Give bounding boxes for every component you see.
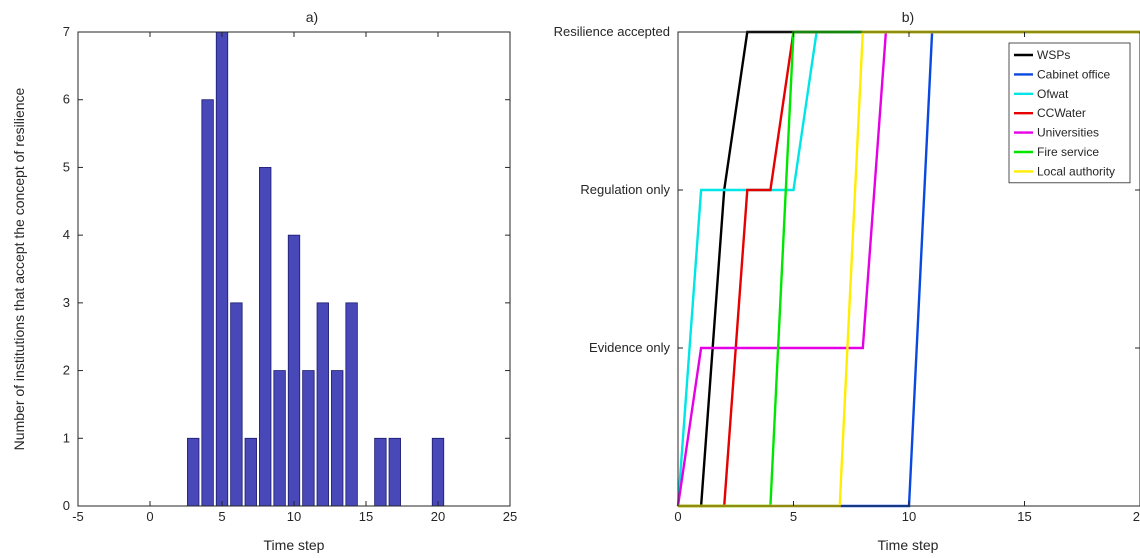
y-tick-label: Evidence only xyxy=(589,340,670,355)
chart-a-x-label: Time step xyxy=(264,537,325,553)
chart-b-title: b) xyxy=(902,9,914,25)
legend-label-universities: Universities xyxy=(1037,126,1099,140)
x-tick-label: 0 xyxy=(674,509,681,524)
legend-label-wsps: WSPs xyxy=(1037,48,1070,62)
legend-label-cabinet-office: Cabinet office xyxy=(1037,67,1110,81)
y-tick-label: 6 xyxy=(63,92,70,107)
chart-b-legend: WSPs Cabinet office Ofwat CCWater Universiti… xyxy=(1008,42,1131,184)
x-tick-label: -5 xyxy=(72,509,84,524)
y-tick-label: 1 xyxy=(63,430,70,445)
bar-t6 xyxy=(230,302,243,507)
x-tick-label: 15 xyxy=(1017,509,1031,524)
legend-label-fire-service: Fire service xyxy=(1037,145,1099,159)
bar-t4 xyxy=(201,99,214,507)
bar-t8 xyxy=(259,167,272,507)
x-tick-label: 15 xyxy=(359,509,373,524)
bar-t3 xyxy=(187,437,200,507)
bar-t13 xyxy=(331,370,344,507)
chart-a-title: a) xyxy=(306,9,318,25)
bar-t12 xyxy=(316,302,329,507)
legend-label-ofwat: Ofwat xyxy=(1037,87,1069,101)
bar-t10 xyxy=(287,234,301,507)
legend-label-local-authority: Local authority xyxy=(1037,164,1115,178)
chart-a-bars xyxy=(187,31,445,507)
chart-b-x-ticks: 0 5 10 15 2 xyxy=(674,32,1140,524)
bar-t17 xyxy=(388,437,401,507)
y-tick-label: 5 xyxy=(63,159,70,174)
x-tick-label: 2 xyxy=(1133,509,1140,524)
x-tick-label: 0 xyxy=(146,509,153,524)
y-tick-label: Resilience accepted xyxy=(554,24,670,39)
y-tick-label: Regulation only xyxy=(580,182,670,197)
y-tick-label: 3 xyxy=(63,295,70,310)
y-tick-label: 2 xyxy=(63,363,70,378)
bar-t7 xyxy=(244,437,257,507)
x-tick-label: 10 xyxy=(287,509,301,524)
x-tick-label: 5 xyxy=(218,509,225,524)
bar-t11 xyxy=(302,370,315,507)
chart-a-x-ticks: -5 0 5 10 15 20 25 xyxy=(72,32,517,524)
bar-t16 xyxy=(374,437,387,507)
bar-t9 xyxy=(273,370,286,507)
bar-t14 xyxy=(345,302,358,507)
x-tick-label: 5 xyxy=(790,509,797,524)
bar-t20 xyxy=(431,437,445,507)
chart-b: b) 0 5 10 15 2 Evidence only Regulation only R… xyxy=(554,9,1140,553)
y-tick-label: 4 xyxy=(63,227,70,242)
y-tick-label: 7 xyxy=(63,24,70,39)
x-tick-label: 20 xyxy=(431,509,445,524)
x-tick-label: 10 xyxy=(902,509,916,524)
chart-a-y-ticks: 0 1 2 3 4 5 6 7 xyxy=(63,24,510,513)
chart-b-y-ticks: Evidence only Regulation only Resilience a… xyxy=(554,24,1140,355)
bar-t5 xyxy=(215,31,229,507)
y-tick-label: 0 xyxy=(63,498,70,513)
x-tick-label: 25 xyxy=(503,509,517,524)
legend-label-ccwater: CCWater xyxy=(1037,106,1086,120)
chart-a-y-label: Number of institutions that accept the c… xyxy=(11,87,27,450)
chart-b-x-label: Time step xyxy=(878,537,939,553)
